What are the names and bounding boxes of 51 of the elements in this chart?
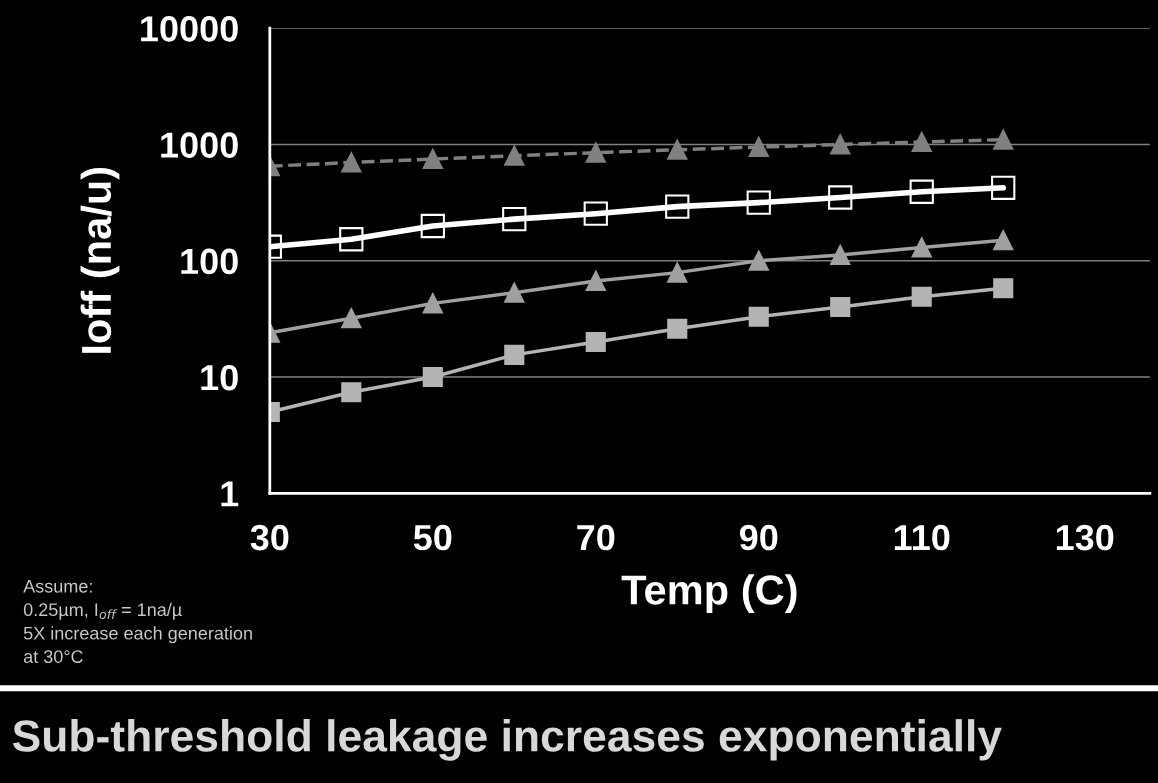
point — [504, 344, 525, 365]
x-tick-label: 50 — [413, 524, 452, 551]
point — [422, 366, 443, 388]
point — [667, 318, 688, 339]
point — [993, 278, 1014, 299]
point — [341, 152, 362, 173]
point — [585, 142, 606, 163]
point — [341, 382, 362, 403]
point — [502, 206, 527, 232]
point — [341, 308, 362, 329]
point — [667, 139, 688, 160]
point — [993, 230, 1014, 251]
x-axis-title: Temp (C) — [621, 574, 797, 614]
point — [504, 145, 525, 166]
point — [828, 185, 853, 210]
point — [420, 213, 445, 239]
point — [585, 270, 606, 292]
x-tick-label: 110 — [894, 524, 950, 551]
point — [748, 136, 769, 158]
y-tick-label: 1000 — [161, 132, 238, 158]
x-tick-label: 130 — [1056, 524, 1114, 551]
point — [830, 134, 851, 155]
point — [422, 293, 443, 314]
y-tick-label: 1 — [221, 481, 239, 507]
point — [422, 148, 443, 170]
point — [991, 175, 1016, 200]
y-tick-label: 100 — [181, 248, 238, 275]
text: Sub-threshold leakage increases exponentially — [12, 719, 1002, 761]
point — [748, 306, 769, 327]
point — [665, 194, 690, 219]
point — [504, 282, 525, 303]
point — [585, 331, 606, 353]
x-tick-label: 30 — [250, 524, 289, 551]
text: Assume: 0.25µm, I$_{off}$ = 1na/µ 5X increase each generation at 30°C — [23, 580, 252, 663]
point — [830, 244, 851, 266]
point — [993, 129, 1014, 150]
y-tick-label: 10 — [201, 364, 238, 391]
y-tick-label: 10000 — [141, 16, 238, 42]
point — [830, 296, 851, 318]
point — [909, 179, 934, 204]
point — [746, 190, 771, 215]
x-tick-label: 70 — [577, 524, 615, 551]
y-axis-title: Ioff (na/u) — [80, 167, 120, 353]
point — [911, 286, 932, 307]
point — [748, 250, 769, 271]
point — [339, 227, 364, 252]
x-tick-label: 90 — [739, 524, 778, 551]
point — [583, 201, 608, 226]
point — [911, 237, 932, 258]
point — [667, 262, 688, 283]
point — [911, 131, 932, 153]
